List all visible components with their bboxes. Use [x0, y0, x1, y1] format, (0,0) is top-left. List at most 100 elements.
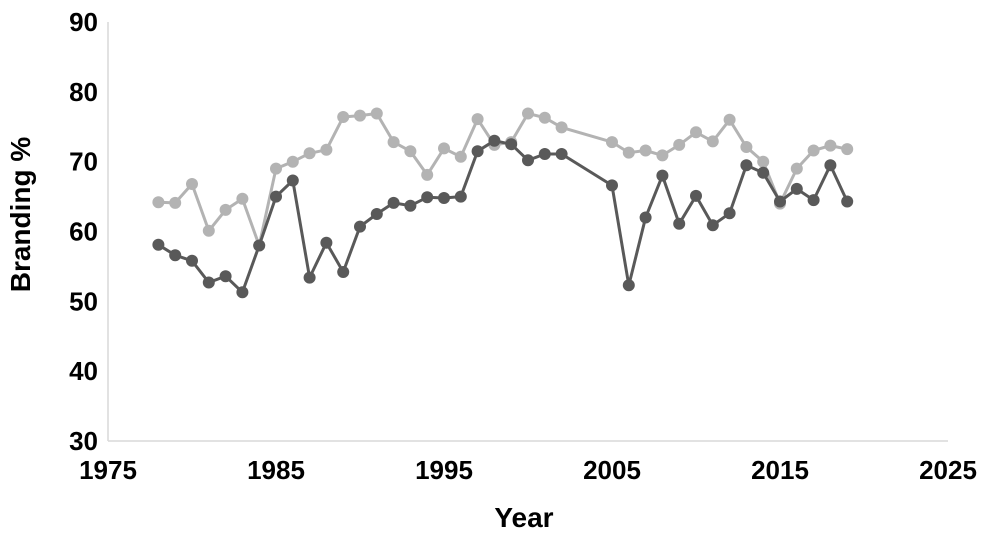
data-point [723, 113, 736, 126]
data-point [169, 249, 182, 262]
data-point [757, 166, 770, 179]
data-point [387, 136, 400, 149]
data-point [202, 224, 215, 237]
data-point [303, 147, 316, 160]
data-point [841, 143, 854, 156]
data-point [673, 138, 686, 151]
data-point [690, 189, 702, 202]
data-point [673, 217, 686, 230]
data-point [286, 174, 299, 187]
y-tick-labels: 30 40 50 60 70 80 90 [69, 7, 98, 456]
x-axis-title: Year [494, 502, 553, 533]
data-point [454, 150, 467, 163]
data-point [824, 159, 837, 172]
data-point [404, 145, 417, 158]
data-point [303, 271, 316, 284]
data-point [639, 144, 652, 157]
y-tick-label: 60 [69, 217, 98, 247]
data-point [253, 239, 266, 252]
data-point [270, 162, 282, 175]
data-point [337, 111, 350, 123]
series-1 [152, 107, 854, 252]
data-point [236, 192, 249, 205]
data-point [522, 107, 534, 120]
data-point [286, 155, 299, 168]
data-point [488, 134, 501, 147]
data-point [404, 199, 417, 212]
data-point [555, 148, 568, 160]
y-tick-label: 40 [69, 356, 98, 386]
data-point [538, 111, 551, 124]
x-tick-labels: 1975 1985 1995 2005 2015 2025 [79, 455, 977, 485]
data-point [337, 266, 350, 278]
x-tick-label: 1995 [415, 455, 473, 485]
data-point [774, 195, 786, 208]
data-point [354, 109, 366, 122]
series-layer [152, 107, 854, 299]
data-point [387, 196, 400, 209]
x-tick-label: 1985 [247, 455, 305, 485]
series-line [157, 139, 849, 294]
data-point [370, 107, 383, 120]
data-point [807, 144, 820, 157]
data-point [320, 143, 333, 156]
data-point [555, 121, 568, 134]
data-point [522, 154, 534, 167]
data-point [169, 196, 182, 209]
data-point [370, 208, 383, 220]
data-point [152, 238, 165, 251]
data-point [706, 219, 719, 232]
data-point [606, 136, 618, 149]
data-point [421, 168, 434, 181]
data-point [270, 190, 282, 203]
data-point [656, 169, 669, 182]
data-point [505, 138, 518, 151]
series-line [158, 112, 848, 247]
x-tick-label: 1975 [79, 455, 137, 485]
data-point [656, 149, 669, 162]
data-point [320, 236, 333, 249]
x-tick-label: 2015 [751, 455, 809, 485]
data-point [421, 191, 434, 204]
data-point [438, 192, 450, 204]
data-point [622, 146, 635, 159]
y-axis-title: Branding % [5, 137, 36, 293]
data-point [152, 196, 165, 209]
data-point [354, 220, 366, 233]
y-tick-label: 90 [69, 7, 98, 37]
y-tick-label: 50 [69, 286, 98, 316]
x-tick-label: 2025 [919, 455, 977, 485]
data-point [690, 126, 702, 139]
y-tick-label: 80 [69, 77, 98, 107]
data-point [706, 135, 719, 148]
data-point [454, 190, 467, 203]
x-tick-label: 2005 [583, 455, 641, 485]
series-2 [152, 134, 854, 299]
data-point [790, 182, 803, 195]
data-point [471, 145, 484, 158]
axes [107, 22, 948, 442]
y-tick-label: 70 [69, 147, 98, 177]
data-point [219, 270, 232, 283]
data-point [538, 148, 551, 160]
data-point [757, 155, 770, 168]
data-point [740, 141, 753, 153]
data-point [723, 207, 736, 220]
data-point [807, 194, 820, 207]
data-point [622, 279, 635, 292]
data-point [740, 159, 753, 172]
data-point [639, 211, 652, 224]
data-point [606, 179, 618, 192]
data-point [186, 254, 198, 267]
data-point [438, 142, 450, 155]
data-point [186, 178, 198, 190]
data-point [790, 162, 803, 175]
data-point [219, 203, 232, 216]
data-point [471, 113, 484, 126]
data-point [841, 195, 854, 208]
y-tick-label: 30 [69, 426, 98, 456]
data-point [202, 276, 215, 289]
data-point [236, 286, 249, 299]
data-point [824, 139, 837, 152]
